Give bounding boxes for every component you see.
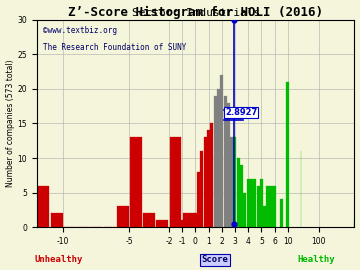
Bar: [233, 137, 237, 227]
Bar: [227, 103, 230, 227]
Bar: [280, 200, 283, 227]
Bar: [250, 179, 253, 227]
Bar: [247, 179, 250, 227]
Bar: [224, 96, 226, 227]
Bar: [194, 213, 197, 227]
Bar: [197, 172, 200, 227]
Text: Sector: Industrials: Sector: Industrials: [131, 8, 260, 18]
Bar: [130, 137, 142, 227]
Bar: [266, 186, 270, 227]
Bar: [207, 130, 210, 227]
Bar: [201, 151, 203, 227]
Bar: [176, 220, 188, 227]
Bar: [213, 96, 217, 227]
Bar: [273, 186, 276, 227]
Bar: [243, 193, 246, 227]
Bar: [253, 179, 256, 227]
Bar: [220, 75, 223, 227]
Bar: [210, 123, 213, 227]
Bar: [37, 186, 49, 227]
Bar: [170, 137, 181, 227]
Bar: [286, 82, 289, 227]
Text: 2.8927: 2.8927: [225, 108, 257, 117]
Text: The Research Foundation of SUNY: The Research Foundation of SUNY: [43, 43, 186, 52]
Text: Unhealthy: Unhealthy: [35, 255, 83, 264]
Title: Z’-Score Histogram for HOLI (2016): Z’-Score Histogram for HOLI (2016): [68, 6, 323, 19]
Bar: [183, 213, 195, 227]
Bar: [156, 220, 168, 227]
Bar: [230, 137, 233, 227]
Bar: [240, 165, 243, 227]
Bar: [237, 158, 240, 227]
Bar: [270, 186, 273, 227]
Bar: [260, 179, 263, 227]
Text: Score: Score: [202, 255, 229, 264]
Bar: [51, 213, 63, 227]
Y-axis label: Number of companies (573 total): Number of companies (573 total): [5, 60, 14, 187]
Bar: [263, 206, 266, 227]
Bar: [257, 186, 260, 227]
Text: Healthy: Healthy: [297, 255, 335, 264]
Bar: [217, 89, 220, 227]
Text: ©www.textbiz.org: ©www.textbiz.org: [43, 26, 117, 35]
Bar: [117, 206, 129, 227]
Bar: [204, 137, 207, 227]
Bar: [143, 213, 155, 227]
